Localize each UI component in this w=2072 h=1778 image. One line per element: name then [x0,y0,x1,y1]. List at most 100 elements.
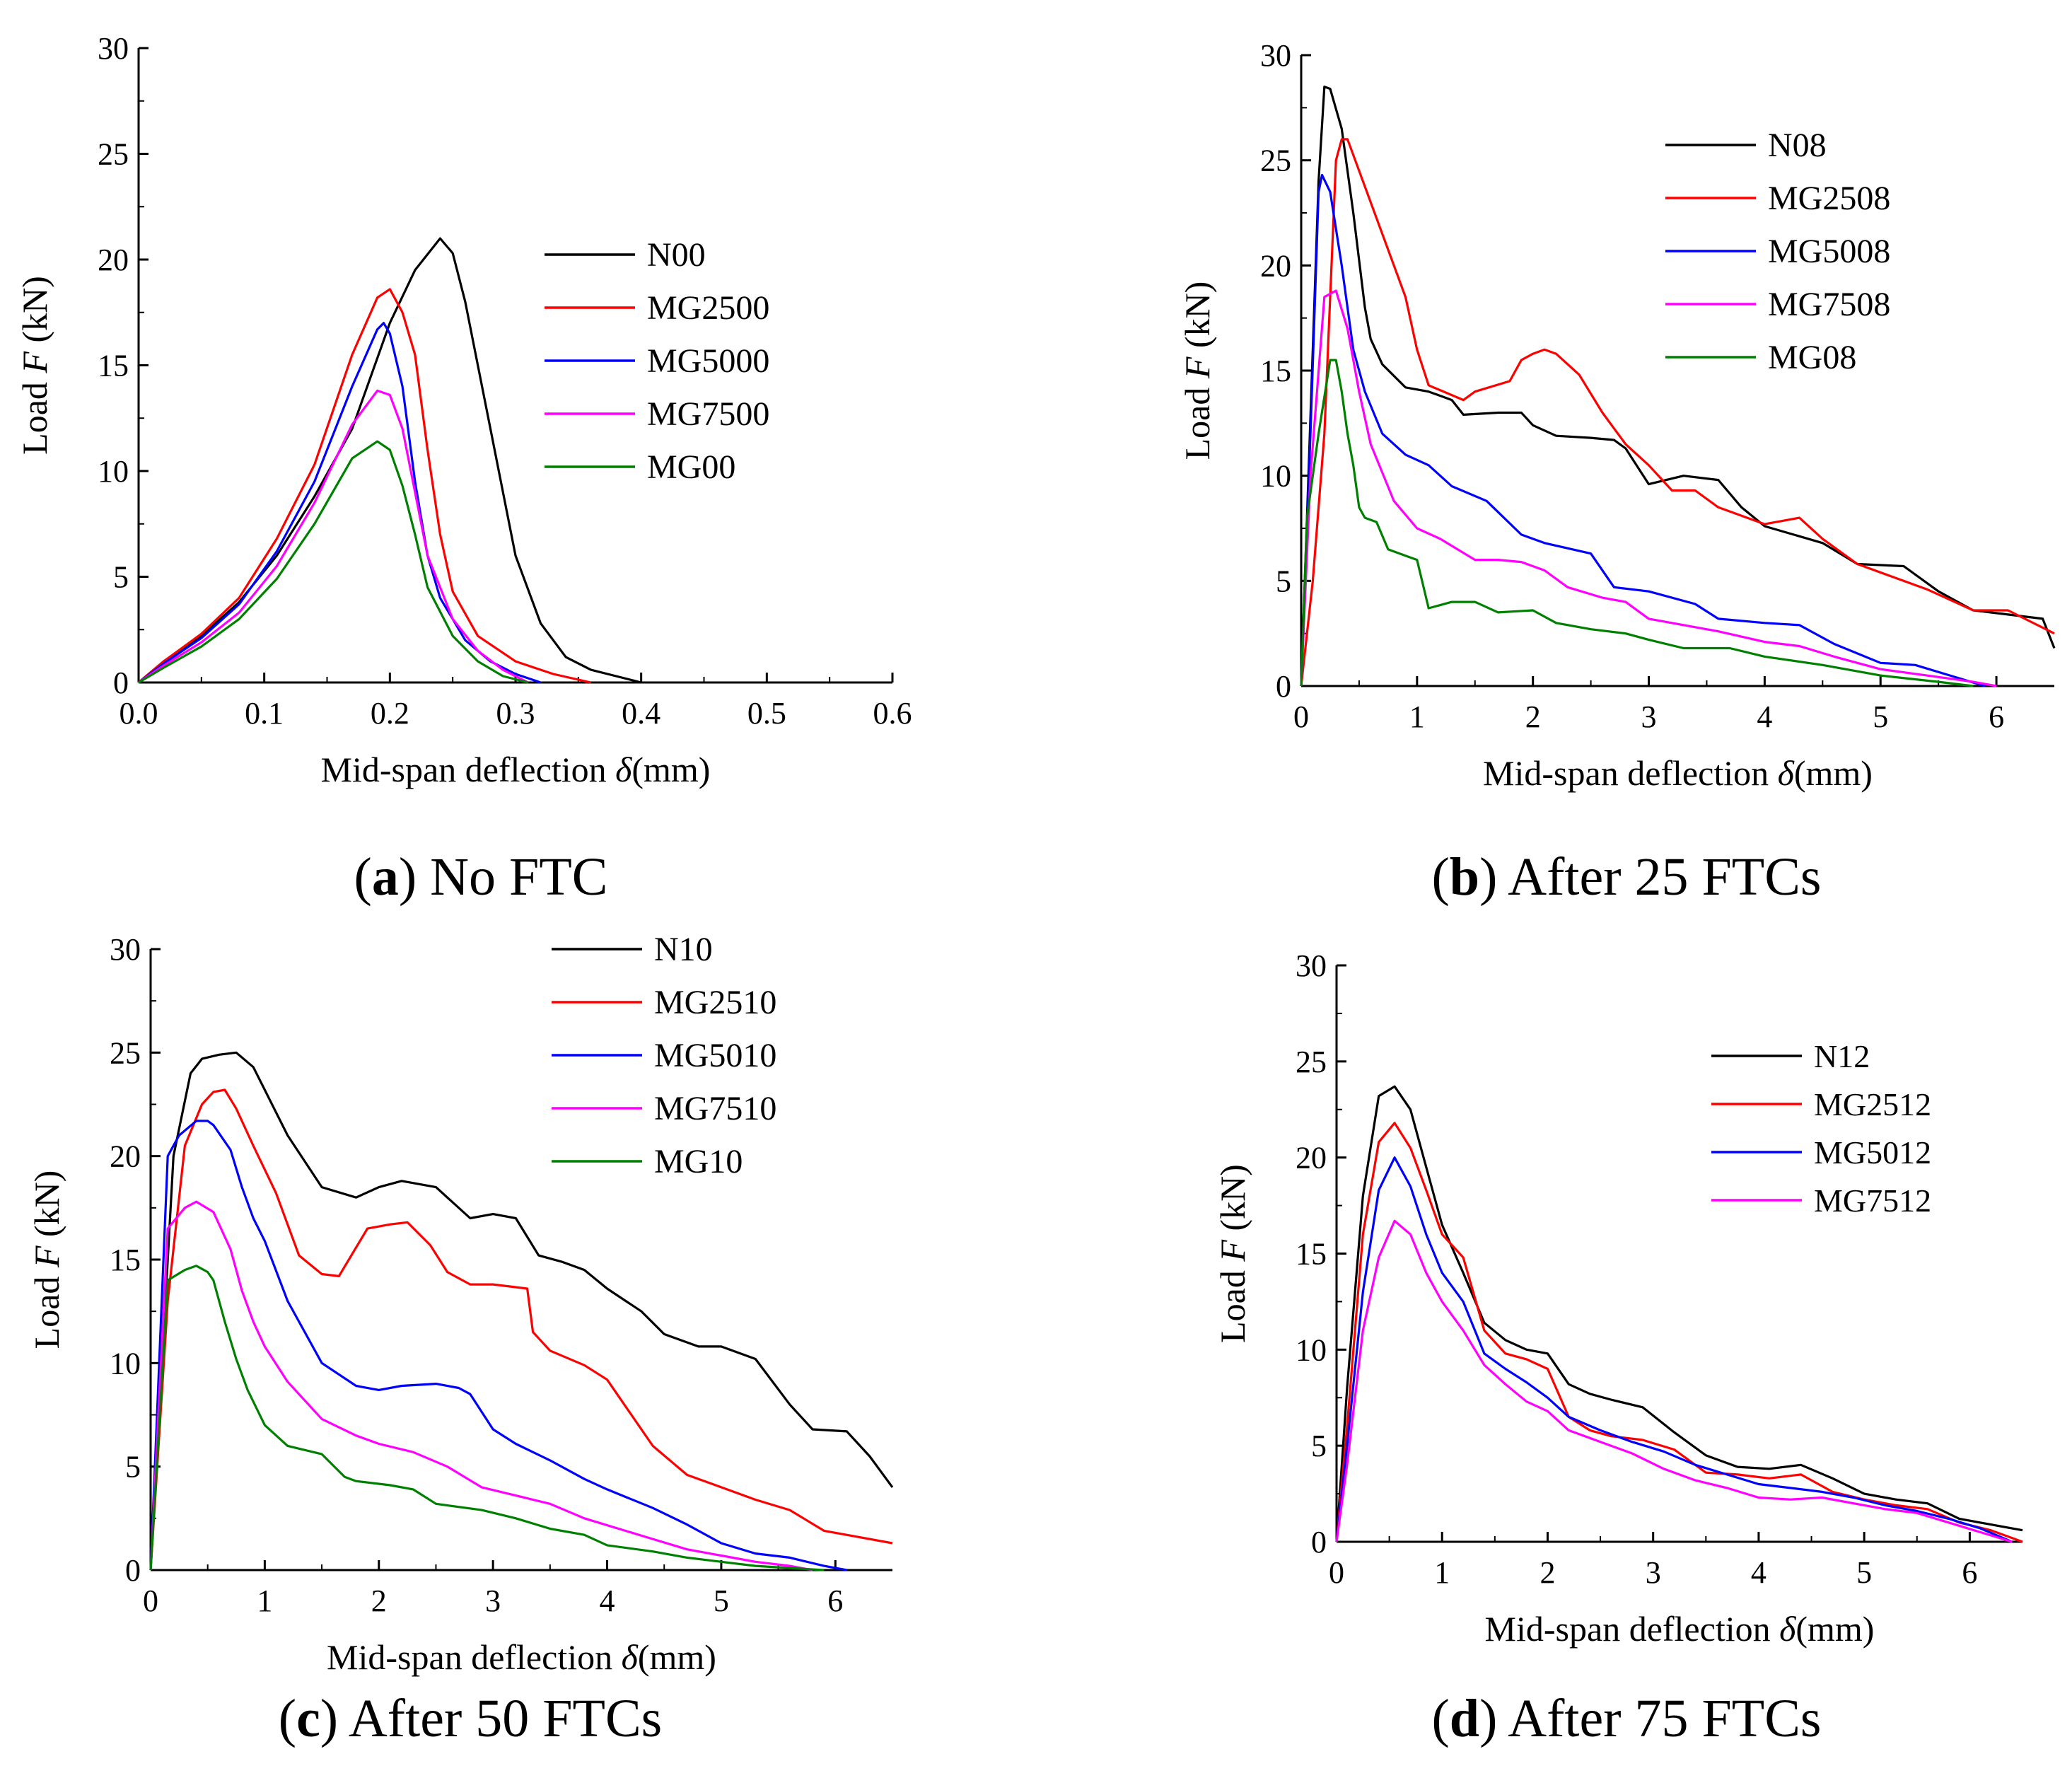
series-line-MG7508 [1300,289,1997,687]
legend-label-N10: N10 [654,931,713,968]
chart-panel-b: 0 1 2 3 4 5 6 0 5 10 15 20 25 30 N08 MG2508 MG5008 MG7508… [1177,38,2056,907]
panel-caption-c: (c) After 50 FTCs [279,1689,662,1748]
x-tick-label: 4 [600,1584,615,1618]
series-line-MG2512 [1335,1122,2023,1543]
x-tick-label: 0.1 [245,696,284,731]
y-tick-label: 20 [98,243,129,277]
x-tick-label: 4 [1751,1555,1767,1590]
series-line-MG7512 [1335,1219,2013,1543]
legend-label-MG7510: MG7510 [654,1090,776,1127]
y-tick-label: 25 [1260,144,1291,178]
y-tick-label: 0 [113,666,129,700]
x-tick-label: 0.2 [371,696,409,731]
series-line-N08 [1300,85,2056,687]
x-axis-title: Mid-span deflection δ(mm) [321,750,711,789]
series-line-MG7510 [149,1200,813,1571]
x-tick-label: 3 [1641,699,1657,734]
x-tick-label: 0 [1329,1555,1344,1590]
series-line-MG2510 [149,1088,893,1571]
series-line-MG5008 [1300,173,1986,687]
series-line-MG7500 [138,389,529,684]
y-tick-label: 5 [113,560,129,595]
legend-label-N08: N08 [1768,127,1827,164]
y-tick-label: 15 [98,349,129,383]
y-tick-label: 0 [125,1553,141,1588]
y-tick-label: 25 [110,1035,141,1070]
y-axis-title: Load F (kN) [27,1170,66,1349]
x-tick-label: 0 [143,1584,158,1618]
x-tick-label: 0.4 [622,696,660,731]
legend-label-N00: N00 [647,236,706,274]
y-tick-label: 15 [1260,354,1291,388]
x-tick-label: 5 [1873,699,1888,734]
x-axis-title: Mid-span deflection δ(mm) [1483,753,1873,793]
y-tick-label: 5 [1311,1429,1327,1463]
y-tick-label: 5 [125,1450,141,1484]
x-tick-label: 6 [1962,1555,1977,1590]
series-line-N00 [137,237,642,684]
y-tick-label: 15 [110,1243,141,1277]
series-line-MG5000 [138,322,542,684]
y-tick-label: 30 [110,932,141,967]
legend-label-MG00: MG00 [647,448,735,486]
x-tick-label: 3 [1646,1555,1661,1590]
y-tick-label: 30 [1260,38,1291,73]
y-tick-label: 30 [1296,948,1327,983]
x-tick-label: 5 [714,1584,729,1618]
series-line-MG00 [138,440,529,684]
chart-panel-c: 0 1 2 3 4 5 6 0 5 10 15 20 25 30 N10 MG2510 MG5010 MG7510… [27,931,894,1748]
legend-label-MG5000: MG5000 [647,342,769,380]
x-tick-label: 1 [1409,699,1425,734]
panel-caption-a: (a) No FTC [354,847,608,907]
y-axis-title: Load F (kN) [15,276,54,455]
legend-label-MG10: MG10 [654,1143,743,1180]
series-line-MG10 [149,1265,825,1571]
legend-label-MG2512: MG2512 [1814,1086,1931,1122]
x-tick-label: 6 [1989,699,2004,734]
y-tick-label: 25 [98,137,129,172]
y-tick-label: 10 [1296,1332,1327,1367]
legend-label-N12: N12 [1814,1038,1870,1074]
y-tick-label: 5 [1276,564,1291,598]
series-line-MG5012 [1335,1156,2013,1543]
x-tick-label: 2 [1525,699,1541,734]
legend-label-MG5012: MG5012 [1814,1134,1931,1170]
y-axis-title: Load F (kN) [1177,281,1217,460]
chart-panel-d: 0 1 2 3 4 5 6 0 5 10 15 20 25 30 N12 MG2512 MG5012 MG7512… [1213,948,2023,1748]
y-tick-label: 0 [1311,1525,1327,1559]
y-tick-label: 20 [1296,1141,1327,1175]
series-line-MG2508 [1300,138,2055,687]
legend-label-MG2508: MG2508 [1768,180,1890,217]
x-tick-label: 0 [1293,699,1309,734]
legend-label-MG7500: MG7500 [647,395,769,433]
legend-label-MG5008: MG5008 [1768,233,1890,270]
y-tick-label: 25 [1296,1045,1327,1079]
series-line-N12 [1335,1085,2023,1542]
x-tick-label: 0.0 [120,696,158,731]
series-line-MG2500 [137,288,591,684]
x-tick-label: 1 [257,1584,272,1618]
y-tick-label: 10 [1260,459,1291,494]
y-tick-label: 30 [98,31,129,66]
x-axis-title: Mid-span deflection δ(mm) [1485,1609,1875,1649]
x-tick-label: 2 [1540,1555,1555,1590]
legend-label-MG2510: MG2510 [654,984,776,1021]
panel-caption-b: (b) After 25 FTCs [1431,847,1821,907]
x-tick-label: 4 [1757,699,1772,734]
chart-panel-a: 0.0 0.1 0.2 0.3 0.4 0.5 0.6 0 5 10 15 20 25 30 N00 MG25… [15,31,912,907]
x-axis-title: Mid-span deflection δ(mm) [327,1637,716,1677]
y-tick-label: 10 [98,454,129,489]
legend-label-MG7508: MG7508 [1768,286,1890,323]
legend-label-MG08: MG08 [1768,339,1856,376]
series-line-N10 [149,1051,894,1571]
x-tick-label: 6 [827,1584,843,1618]
series-line-MG08 [1300,359,1974,687]
x-tick-label: 1 [1434,1555,1450,1590]
x-tick-label: 0.3 [496,696,535,731]
series-line-MG5010 [149,1120,847,1571]
legend-label-MG7512: MG7512 [1814,1183,1931,1219]
x-tick-label: 5 [1856,1555,1872,1590]
x-tick-label: 3 [485,1584,501,1618]
x-tick-label: 0.6 [873,696,912,731]
